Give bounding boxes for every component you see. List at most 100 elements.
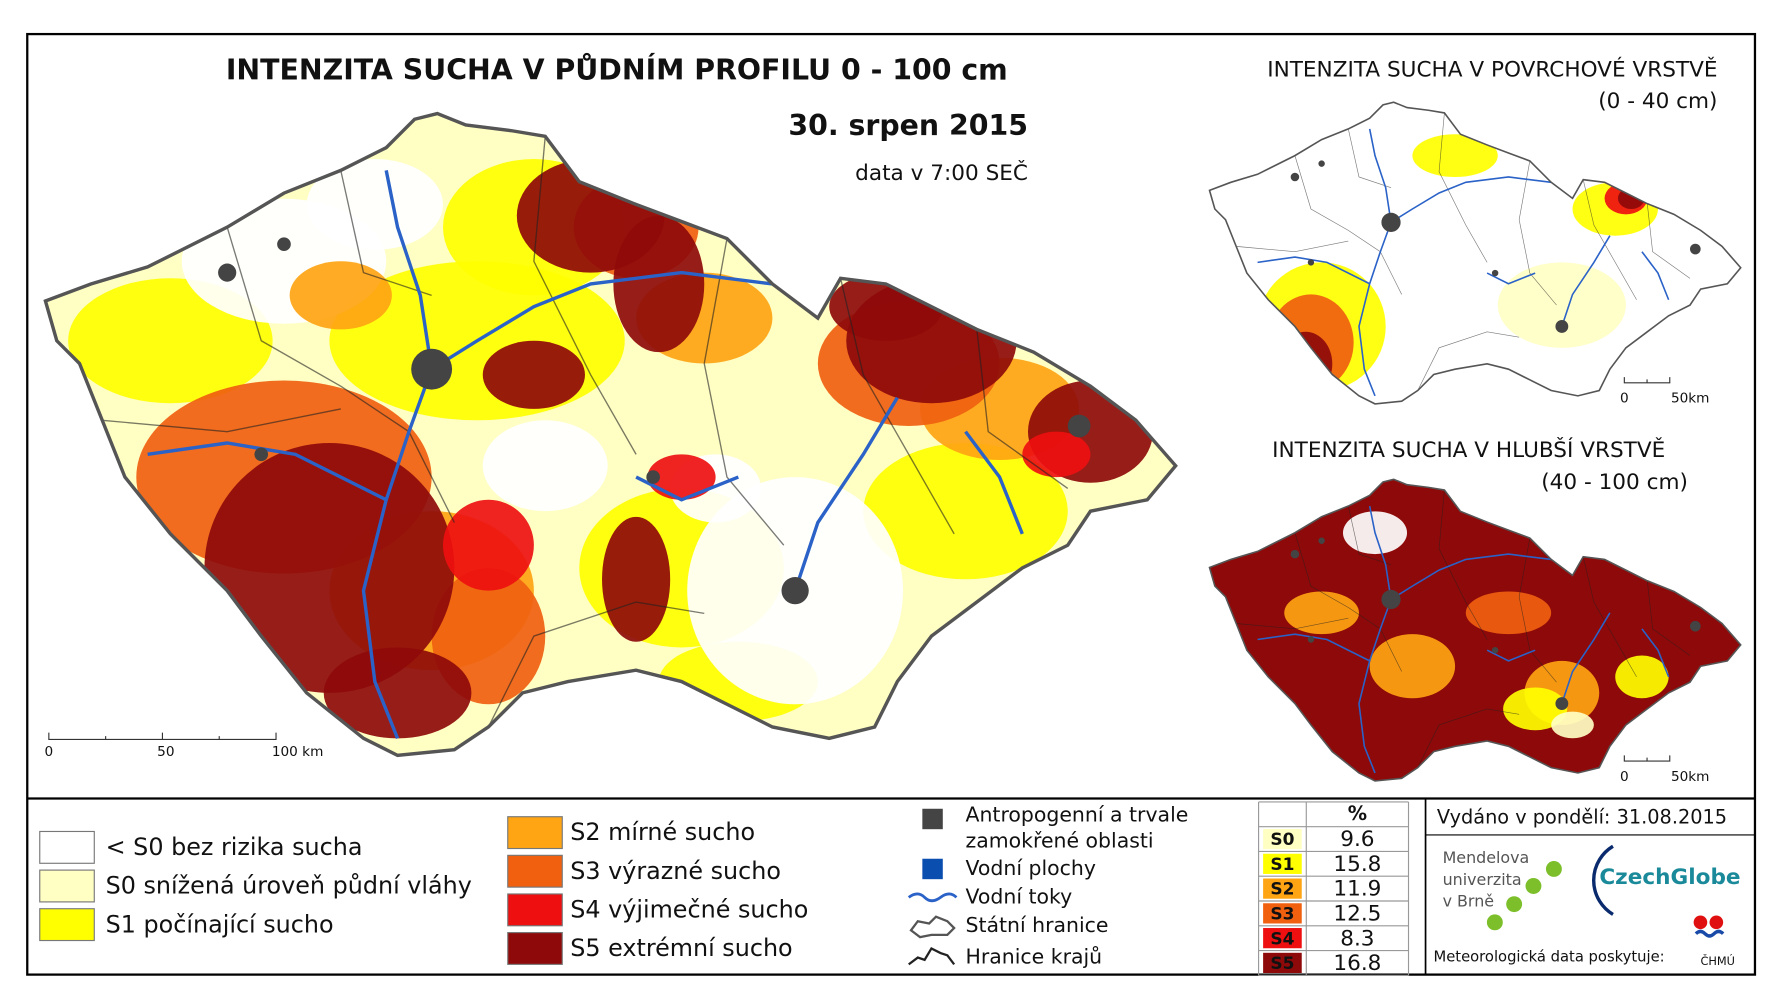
drought-area <box>863 443 1068 580</box>
legend-label: S4 výjimečné sucho <box>570 895 808 923</box>
table-class: S3 <box>1270 905 1294 925</box>
legend-swatch <box>39 908 95 942</box>
table-cell <box>1263 878 1302 899</box>
legend-swatch <box>507 854 563 888</box>
drought-area <box>443 499 534 591</box>
urban-area <box>1307 636 1315 643</box>
table-class: S2 <box>1270 880 1294 900</box>
urban-area <box>1689 243 1701 255</box>
river <box>361 368 434 739</box>
region-border <box>1518 538 1557 683</box>
map-fill <box>45 113 1176 756</box>
legend: < S0 bez rizika sucha S0 snížená úroveň p… <box>39 803 1188 969</box>
region-border <box>1438 112 1488 263</box>
region-border <box>1417 708 1520 768</box>
logo-text: v Brně <box>1443 891 1494 910</box>
drought-area <box>1465 591 1552 635</box>
legend-label: Vodní plochy <box>966 856 1096 880</box>
river <box>1641 251 1670 301</box>
river <box>1368 505 1392 600</box>
region-border <box>1236 240 1349 253</box>
stats-table: % S0 9.6 S1 15.8 S2 11.9 S3 12.5 S4 8.3 S5 16.8 <box>1258 801 1410 976</box>
legend-label: Hranice krajů <box>966 945 1103 969</box>
legend-label: S1 počínající sucho <box>106 910 334 938</box>
drought-area <box>1412 134 1498 177</box>
legend-label: Vodní toky <box>966 884 1073 908</box>
legend-label: S2 mírné sucho <box>570 818 755 846</box>
table-cell <box>1263 928 1302 949</box>
river <box>635 475 739 502</box>
region-border <box>1294 155 1402 295</box>
legend-symbol <box>922 858 943 880</box>
drought-area <box>204 443 455 693</box>
table-cell <box>1263 853 1302 874</box>
region-border <box>703 238 785 546</box>
logo-text: CzechGlobe <box>1599 865 1740 890</box>
table-header: % <box>1348 802 1367 825</box>
region-border <box>487 601 705 728</box>
scale-label: 0 <box>45 744 54 760</box>
region-border <box>226 226 455 523</box>
urban-area <box>411 348 453 390</box>
legend-label: < S0 bez rizika sucha <box>106 833 363 861</box>
region-border <box>1438 489 1488 640</box>
inset-title: INTENZITA SUCHA V POVRCHOVÉ VRSTVĚ <box>1267 56 1717 82</box>
table-value: 8.3 <box>1340 926 1374 951</box>
inset-title: INTENZITA SUCHA V HLUBŠÍ VRSTVĚ <box>1272 437 1665 463</box>
region-border <box>1347 505 1392 566</box>
river <box>793 396 899 592</box>
drought-area <box>1551 711 1594 739</box>
scale-label: 0 <box>1620 391 1629 407</box>
urban-area <box>1307 259 1315 266</box>
river <box>1358 599 1392 774</box>
urban-area <box>218 263 237 282</box>
region-border <box>1236 617 1349 630</box>
river <box>384 170 434 370</box>
drought-area <box>602 516 671 642</box>
river <box>1390 176 1552 224</box>
table-value: 9.6 <box>1340 827 1374 852</box>
table-class: S4 <box>1270 929 1294 949</box>
scale-label: 50km <box>1671 391 1710 407</box>
map-time: data v 7:00 SEČ <box>855 160 1028 186</box>
legend-swatch <box>39 830 95 864</box>
drought-area <box>482 340 585 409</box>
urban-area <box>1381 212 1401 232</box>
logo-text: univerzita <box>1443 870 1522 889</box>
river <box>1390 553 1552 601</box>
urban-area <box>254 447 269 462</box>
river <box>430 270 773 371</box>
inset-subtitle: (0 - 40 cm) <box>1598 89 1717 114</box>
legend-symbol <box>907 892 958 903</box>
urban-area <box>1290 172 1300 182</box>
drought-area <box>1497 262 1626 348</box>
table-value: 12.5 <box>1333 902 1381 927</box>
drought-area <box>289 261 392 330</box>
urban-area <box>1491 646 1499 654</box>
logo-text: ČHMÚ <box>1700 954 1735 968</box>
region-border <box>1646 580 1691 656</box>
credit: Meteorologická data poskytuje: <box>1434 949 1665 966</box>
urban-area <box>646 470 660 484</box>
river <box>1368 128 1392 223</box>
scale-label: 50 <box>157 744 174 760</box>
river <box>1561 235 1611 327</box>
table-class: S1 <box>1270 855 1294 875</box>
region-border <box>1417 331 1520 391</box>
legend-label: S0 snížená úroveň půdní vláhy <box>106 872 472 900</box>
urban-area <box>1381 589 1401 610</box>
river <box>1641 628 1670 678</box>
river <box>1486 272 1536 285</box>
region-border <box>1646 203 1691 279</box>
drought-area <box>1503 687 1568 731</box>
table-value: 15.8 <box>1333 852 1381 877</box>
legend-label: Státní hranice <box>966 913 1109 937</box>
drought-area <box>1615 655 1669 699</box>
table-cell <box>1263 952 1302 974</box>
urban-area <box>1555 320 1569 333</box>
region-border <box>102 408 341 433</box>
region-border <box>533 136 637 455</box>
urban-area <box>781 577 809 605</box>
urban-area <box>1555 697 1569 710</box>
